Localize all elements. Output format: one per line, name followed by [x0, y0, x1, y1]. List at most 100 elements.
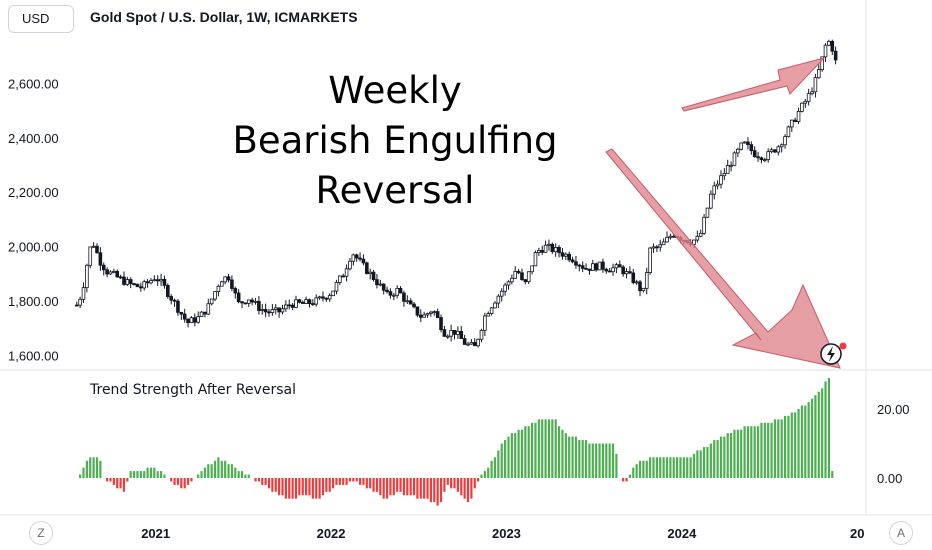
histogram-bar	[551, 419, 554, 478]
auto-scale-button[interactable]: A	[889, 521, 913, 545]
histogram-bar	[729, 433, 733, 478]
candle-body	[537, 250, 541, 253]
time-axis[interactable]: 2021 2022 2023 2024 20	[141, 526, 864, 541]
histogram-bar	[402, 478, 406, 496]
candle-body	[74, 304, 79, 307]
histogram-bar	[335, 478, 338, 485]
candle-body	[135, 283, 140, 288]
indicator-tick-label: 20.00	[877, 402, 910, 417]
histogram-bar	[197, 474, 200, 478]
main-price-pane[interactable]: 1,600.00 1,800.00 2,000.00 2,200.00 2,400.00…	[8, 39, 838, 364]
candle-body	[617, 264, 622, 268]
indicator-pane[interactable]: 20.00 0.00	[79, 377, 910, 506]
candle-body	[486, 313, 491, 317]
candle-body	[267, 311, 271, 314]
candle-body	[182, 313, 187, 320]
histogram-bar	[645, 460, 648, 478]
histogram-bar	[665, 457, 669, 478]
candle-body	[766, 151, 770, 161]
candle-body	[263, 309, 268, 313]
candle-body	[472, 342, 477, 347]
histogram-bar	[385, 478, 389, 499]
histogram-bar	[807, 402, 810, 478]
candle-body	[658, 244, 663, 248]
histogram-bar	[578, 440, 581, 478]
candle-body	[418, 314, 423, 318]
candle-body	[749, 144, 754, 152]
candle-body	[830, 41, 835, 52]
histogram-bar	[126, 478, 129, 482]
candle-body	[456, 330, 460, 335]
candle-body	[300, 301, 305, 304]
candle-body	[439, 317, 443, 331]
indicator-axis[interactable]: 20.00 0.00	[877, 402, 910, 486]
candle-body	[709, 193, 713, 209]
histogram-bar	[608, 443, 611, 478]
histogram-bar	[281, 478, 284, 496]
candle-body	[402, 292, 406, 302]
histogram-bar	[247, 474, 250, 478]
candle-body	[499, 290, 504, 297]
histogram-bar	[271, 478, 274, 492]
candle-body	[209, 298, 214, 305]
candle-body	[789, 119, 794, 128]
histogram-bar	[439, 478, 443, 503]
up-arrow-shape	[681, 57, 826, 112]
histogram-bar	[780, 419, 783, 478]
histogram-bar	[399, 478, 402, 492]
candle-body	[570, 259, 575, 263]
histogram-bar	[541, 419, 544, 478]
zoom-button[interactable]: Z	[29, 521, 53, 545]
histogram-bar	[224, 460, 227, 478]
candle-body	[594, 263, 598, 271]
histogram-bar	[517, 429, 520, 478]
histogram-bar	[331, 478, 335, 489]
candle-body	[250, 299, 254, 303]
histogram-bar	[92, 457, 95, 478]
candle-body	[233, 288, 238, 294]
histogram-bar	[473, 478, 476, 489]
candle-body	[155, 279, 160, 282]
price-axis[interactable]: 1,600.00 1,800.00 2,000.00 2,200.00 2,400.00…	[8, 76, 59, 363]
histogram-bar	[615, 453, 618, 478]
candle-body	[260, 309, 265, 311]
candle-body	[550, 243, 555, 253]
candle-body	[193, 317, 197, 323]
histogram-bar	[170, 478, 173, 482]
candle-body	[806, 93, 811, 102]
histogram-bar	[790, 412, 793, 478]
histogram-bar	[676, 457, 679, 478]
histogram-bar	[173, 478, 176, 485]
candle-body	[445, 335, 450, 338]
histogram-bar	[358, 478, 362, 485]
candle-body	[159, 278, 163, 282]
candle-body	[648, 247, 652, 273]
histogram-bar	[534, 422, 537, 478]
histogram-bar	[655, 457, 658, 478]
histogram-bar	[328, 478, 331, 492]
candle-body	[169, 296, 173, 301]
candle-body	[483, 315, 487, 331]
histogram-bar	[203, 467, 207, 478]
indicator-title: Trend Strength After Reversal	[90, 382, 296, 398]
candle-body	[435, 311, 440, 318]
histogram-bar	[79, 474, 82, 478]
histogram-bar	[267, 478, 271, 489]
candle-body	[601, 261, 605, 270]
histogram-bar	[797, 409, 800, 478]
candle-body	[115, 270, 120, 278]
alert-lightning-icon[interactable]	[820, 342, 847, 365]
histogram-bar	[136, 471, 139, 478]
currency-selector-button[interactable]: USD	[8, 5, 74, 33]
histogram-bar	[186, 478, 190, 485]
candle-body	[327, 295, 332, 300]
candle-body	[752, 150, 757, 158]
candle-body	[661, 241, 666, 246]
histogram-bar	[736, 429, 739, 478]
candle-body	[628, 271, 632, 274]
histogram-bar	[750, 426, 753, 478]
histogram-bar	[348, 478, 352, 482]
candle-body	[452, 329, 457, 335]
histogram-bar	[412, 478, 416, 496]
